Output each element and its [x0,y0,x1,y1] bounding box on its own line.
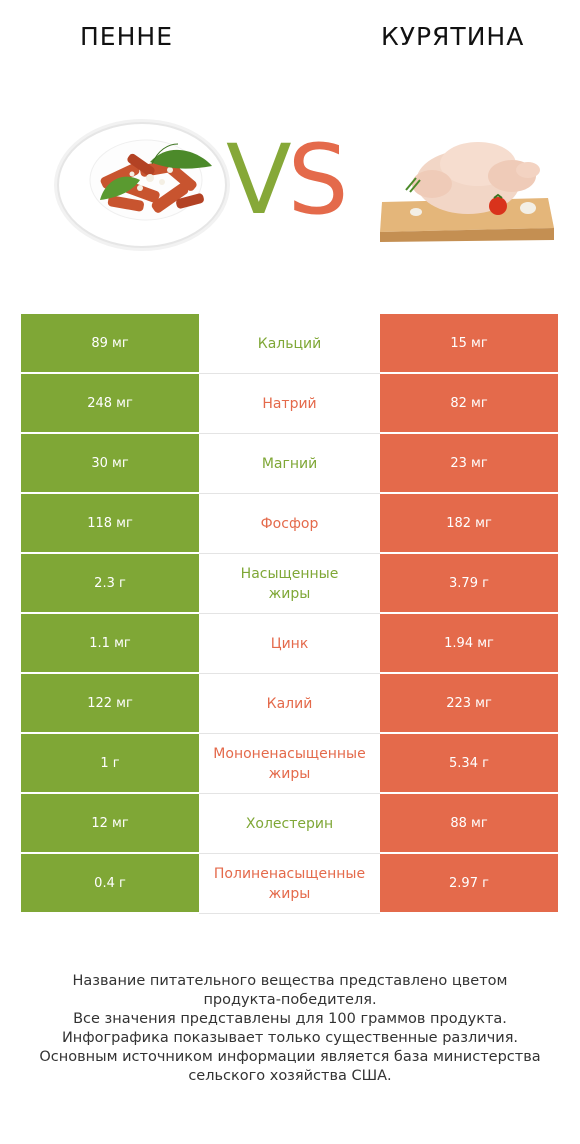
footer-line: Все значения представлены для 100 граммо… [73,1011,507,1027]
nutrient-name-cell: Кальций [199,314,380,374]
nutrient-name-cell: Насыщенные жиры [199,554,380,614]
comparison-table: 89 мг Кальций 15 мг 248 мг Натрий 82 мг 30 мг М… [21,314,558,914]
left-value-cell: 122 мг [21,674,199,734]
right-value-cell: 82 мг [380,374,558,434]
right-value-cell: 223 мг [380,674,558,734]
nutrient-name-cell: Цинк [199,614,380,674]
nutrient-name-cell: Мононенасыщенные жиры [199,734,380,794]
vs-label: VS [226,132,349,228]
nutrient-name-cell: Фосфор [199,494,380,554]
vs-s: S [287,124,349,236]
footer-line: Название питательного вещества представл… [72,973,508,989]
left-value-cell: 30 мг [21,434,199,494]
right-value-cell: 88 мг [380,794,558,854]
nutrient-name-cell: Калий [199,674,380,734]
nutrient-name-cell: Натрий [199,374,380,434]
right-value-cell: 182 мг [380,494,558,554]
table-row: 2.3 г Насыщенные жиры 3.79 г [21,554,558,614]
left-value-cell: 0.4 г [21,854,199,914]
left-value-cell: 1 г [21,734,199,794]
table-row: 1 г Мононенасыщенные жиры 5.34 г [21,734,558,794]
left-value-cell: 89 мг [21,314,199,374]
footer-line: продукта-победителя. [203,992,377,1008]
right-value-cell: 2.97 г [380,854,558,914]
right-value-cell: 5.34 г [380,734,558,794]
nutrient-name-cell: Холестерин [199,794,380,854]
left-value-cell: 118 мг [21,494,199,554]
right-product-title: КУРЯТИНА [381,22,525,51]
right-value-cell: 23 мг [380,434,558,494]
penne-plate-image [54,119,230,251]
table-row: 1.1 мг Цинк 1.94 мг [21,614,558,674]
chicken-board-image [380,142,554,242]
left-product-title: ПЕННЕ [80,22,173,51]
right-value-cell: 15 мг [380,314,558,374]
nutrient-name-cell: Магний [199,434,380,494]
footer-note: Название питательного вещества представл… [20,972,560,1086]
table-row: 89 мг Кальций 15 мг [21,314,558,374]
hero-illustration [54,119,554,251]
table-row: 248 мг Натрий 82 мг [21,374,558,434]
table-row: 0.4 г Полиненасыщенные жиры 2.97 г [21,854,558,914]
left-value-cell: 12 мг [21,794,199,854]
right-value-cell: 3.79 г [380,554,558,614]
table-row: 30 мг Магний 23 мг [21,434,558,494]
left-value-cell: 248 мг [21,374,199,434]
table-row: 118 мг Фосфор 182 мг [21,494,558,554]
vs-v: V [226,124,292,236]
table-row: 12 мг Холестерин 88 мг [21,794,558,854]
left-value-cell: 1.1 мг [21,614,199,674]
footer-line: сельского хозяйства США. [188,1068,392,1084]
table-row: 122 мг Калий 223 мг [21,674,558,734]
right-value-cell: 1.94 мг [380,614,558,674]
left-value-cell: 2.3 г [21,554,199,614]
footer-line: Основным источником информации является … [39,1049,541,1065]
nutrient-name-cell: Полиненасыщенные жиры [199,854,380,914]
footer-line: Инфографика показывает только существенн… [61,1030,519,1046]
